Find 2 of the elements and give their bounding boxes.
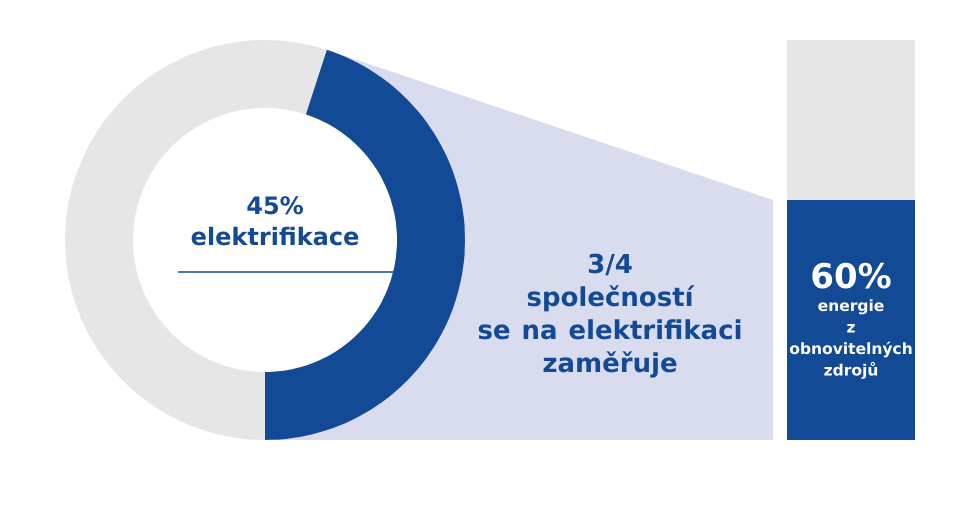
series-label: energie z obnovitelných zdrojů	[790, 299, 912, 379]
data-label: 60%	[812, 262, 891, 288]
